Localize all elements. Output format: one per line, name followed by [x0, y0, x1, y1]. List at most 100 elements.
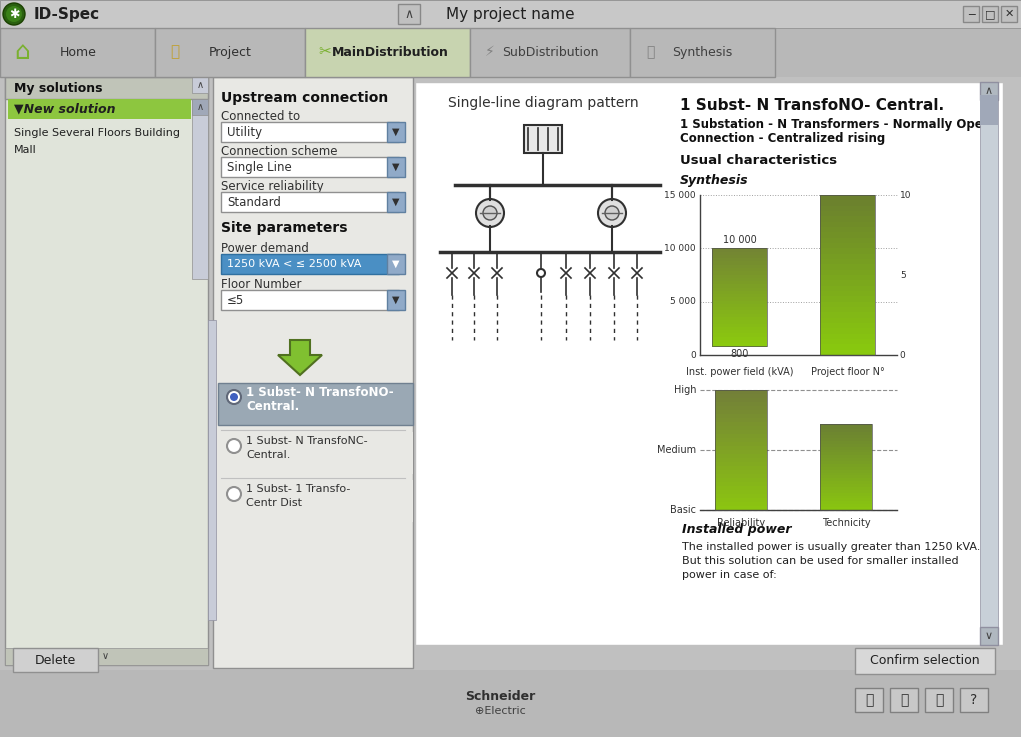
Bar: [712, 343, 767, 347]
Bar: [820, 464, 872, 467]
Bar: [820, 227, 875, 233]
Bar: [712, 337, 767, 340]
Bar: [1001, 6, 1017, 22]
Bar: [387, 254, 405, 274]
Bar: [820, 237, 875, 243]
Bar: [820, 441, 872, 444]
Text: Home: Home: [59, 46, 96, 58]
Text: ∧: ∧: [196, 80, 203, 90]
Circle shape: [537, 269, 545, 277]
Bar: [221, 290, 399, 310]
Bar: [415, 82, 1003, 645]
Bar: [820, 291, 875, 297]
Bar: [712, 274, 767, 279]
Bar: [820, 475, 872, 479]
Circle shape: [605, 206, 619, 220]
Bar: [820, 312, 875, 318]
Text: Mall: Mall: [14, 145, 37, 155]
Bar: [715, 406, 767, 411]
Bar: [712, 291, 767, 295]
Text: Utility: Utility: [227, 125, 262, 139]
Text: Basic: Basic: [670, 505, 696, 515]
Text: ✱: ✱: [9, 7, 19, 21]
Bar: [712, 255, 767, 259]
Circle shape: [476, 199, 504, 227]
Bar: [820, 498, 872, 502]
Bar: [715, 430, 767, 435]
Bar: [213, 77, 414, 668]
Text: High: High: [674, 385, 696, 395]
Circle shape: [598, 199, 626, 227]
Text: power in case of:: power in case of:: [682, 570, 777, 580]
Bar: [398, 4, 420, 24]
Text: 10 000: 10 000: [723, 235, 757, 245]
Text: ⚡: ⚡: [485, 45, 495, 59]
Bar: [925, 688, 953, 712]
Text: 📋: 📋: [646, 45, 654, 59]
Text: Project floor N°: Project floor N°: [811, 367, 884, 377]
Bar: [820, 493, 872, 496]
Text: My solutions: My solutions: [14, 82, 102, 94]
Bar: [712, 301, 767, 304]
Bar: [820, 195, 875, 201]
Bar: [820, 478, 872, 482]
Bar: [715, 458, 767, 463]
Polygon shape: [278, 340, 322, 375]
Text: Synthesis: Synthesis: [672, 46, 732, 58]
Bar: [982, 6, 998, 22]
Bar: [0, 28, 155, 77]
Bar: [715, 478, 767, 483]
Bar: [820, 349, 875, 355]
Text: 10 000: 10 000: [665, 244, 696, 253]
Bar: [712, 271, 767, 275]
Bar: [712, 248, 767, 346]
Bar: [820, 469, 872, 473]
Text: ─: ─: [968, 9, 974, 19]
Bar: [715, 470, 767, 475]
Text: My project name: My project name: [446, 7, 574, 21]
Bar: [963, 6, 979, 22]
Text: Centr Dist: Centr Dist: [246, 498, 302, 508]
Bar: [715, 422, 767, 427]
Text: 10: 10: [900, 190, 912, 200]
Bar: [712, 265, 767, 268]
Bar: [715, 454, 767, 458]
Text: Usual characteristics: Usual characteristics: [680, 153, 837, 167]
Bar: [715, 398, 767, 402]
Text: 15 000: 15 000: [665, 190, 696, 200]
Bar: [820, 484, 872, 487]
Bar: [820, 265, 875, 270]
Bar: [820, 495, 872, 499]
Text: Central.: Central.: [246, 450, 290, 460]
Bar: [0, 28, 1021, 77]
Text: ✂: ✂: [319, 44, 332, 60]
Text: MainDistribution: MainDistribution: [332, 46, 448, 58]
Circle shape: [227, 439, 241, 453]
Bar: [221, 254, 399, 274]
Bar: [715, 394, 767, 399]
Text: 1250 kVA < ≤ 2500 kVA: 1250 kVA < ≤ 2500 kVA: [227, 259, 361, 269]
Text: Standard: Standard: [227, 195, 281, 209]
Bar: [13, 648, 98, 672]
Bar: [715, 426, 767, 430]
Bar: [712, 307, 767, 311]
Text: 800: 800: [730, 349, 748, 360]
Bar: [524, 125, 562, 153]
Bar: [8, 99, 191, 119]
Text: ⌂: ⌂: [14, 40, 30, 64]
Text: Synthesis: Synthesis: [680, 173, 748, 186]
Text: Medium: Medium: [657, 445, 696, 455]
Text: Delete: Delete: [35, 654, 76, 666]
Bar: [715, 410, 767, 414]
Text: Power demand: Power demand: [221, 242, 309, 254]
Bar: [820, 307, 875, 312]
Bar: [820, 430, 872, 433]
Circle shape: [3, 3, 25, 25]
Bar: [980, 82, 998, 100]
Bar: [820, 243, 875, 249]
Bar: [630, 28, 775, 77]
Text: But this solution can be used for smaller installed: But this solution can be used for smalle…: [682, 556, 959, 566]
Bar: [820, 254, 875, 259]
Text: Site parameters: Site parameters: [221, 221, 347, 235]
Bar: [218, 432, 414, 474]
